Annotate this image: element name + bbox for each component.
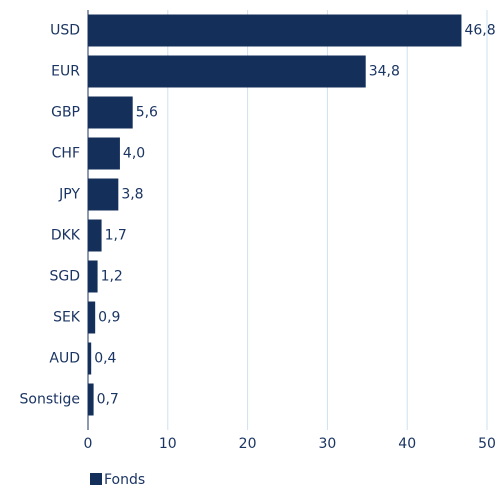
- x-tick-label: 30: [318, 436, 336, 452]
- bar: [88, 137, 120, 170]
- value-label: 1,2: [101, 269, 123, 285]
- x-tick-label: 10: [159, 436, 177, 452]
- y-tick-label: AUD: [49, 351, 80, 367]
- value-label: 3,8: [121, 187, 143, 203]
- y-tick-label: SEK: [53, 310, 81, 326]
- bar: [88, 55, 366, 88]
- bar: [88, 14, 462, 47]
- y-tick-label: EUR: [51, 64, 80, 80]
- value-label: 34,8: [369, 64, 400, 80]
- bar: [88, 383, 94, 416]
- bar: [88, 219, 102, 252]
- x-tick-label: 40: [398, 436, 416, 452]
- value-label: 46,8: [464, 23, 495, 39]
- legend-label: Fonds: [104, 472, 145, 488]
- bar: [88, 178, 119, 211]
- bar: [88, 301, 96, 334]
- y-tick-label: USD: [50, 23, 80, 39]
- x-tick-label: 0: [84, 436, 93, 452]
- y-tick-label: GBP: [51, 105, 80, 121]
- value-label: 4,0: [123, 146, 145, 162]
- bar: [88, 342, 92, 375]
- y-tick-label: JPY: [58, 187, 80, 203]
- value-label: 5,6: [136, 105, 158, 121]
- y-tick-label: SGD: [49, 269, 80, 285]
- value-label: 0,4: [94, 351, 116, 367]
- value-label: 0,7: [97, 392, 119, 408]
- y-tick-label: DKK: [51, 228, 81, 244]
- x-tick-label: 50: [478, 436, 496, 452]
- y-tick-label: Sonstige: [20, 392, 81, 408]
- legend-swatch: [90, 473, 102, 485]
- value-label: 1,7: [105, 228, 127, 244]
- bar: [88, 260, 98, 293]
- x-tick-label: 20: [239, 436, 257, 452]
- y-tick-label: CHF: [52, 146, 80, 162]
- value-label: 0,9: [98, 310, 120, 326]
- bar: [88, 96, 133, 129]
